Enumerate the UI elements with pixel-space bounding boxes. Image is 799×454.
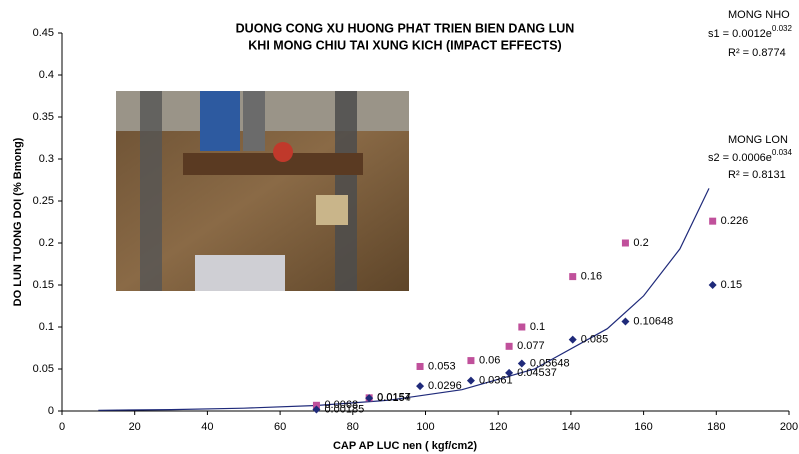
chart-title: KHI MONG CHIU TAI XUNG KICH (IMPACT EFFE…: [248, 38, 561, 52]
x-tick-label: 0: [59, 421, 65, 433]
chart-title: DUONG CONG XU HUONG PHAT TRIEN BIEN DANG…: [236, 21, 575, 35]
data-label: 0.085: [581, 334, 609, 346]
data-label: 0.15: [721, 279, 742, 291]
y-tick-label: 0.1: [39, 321, 54, 333]
data-label: 0.226: [721, 215, 749, 227]
y-tick-label: 0.45: [33, 27, 54, 39]
x-tick-label: 40: [201, 421, 213, 433]
data-label: 0.077: [517, 340, 545, 352]
annotation-exponent: 0.034: [772, 148, 793, 157]
y-tick-label: 0.35: [33, 111, 54, 123]
annotation-r2: R² = 0.8131: [728, 169, 786, 181]
point: [621, 318, 629, 326]
annotation-exponent: 0.032: [772, 24, 793, 33]
x-tick-label: 100: [416, 421, 434, 433]
point: [467, 377, 475, 385]
point: [416, 382, 424, 390]
y-tick-label: 0.3: [39, 153, 54, 165]
data-label: 0.2: [633, 237, 648, 249]
data-label: 0.0361: [479, 375, 513, 387]
x-tick-label: 160: [634, 421, 652, 433]
y-tick-label: 0.25: [33, 195, 54, 207]
y-tick-label: 0.2: [39, 237, 54, 249]
x-tick-label: 200: [780, 421, 798, 433]
x-tick-label: 120: [489, 421, 507, 433]
x-tick-label: 60: [274, 421, 286, 433]
x-tick-label: 20: [129, 421, 141, 433]
annotation: MONG NHO: [728, 9, 790, 21]
y-tick-label: 0: [48, 405, 54, 417]
point: [709, 281, 717, 289]
point: [417, 363, 424, 370]
data-label: 0.16: [581, 271, 602, 283]
y-tick-label: 0.4: [39, 69, 54, 81]
point: [518, 324, 525, 331]
data-label: 0.06: [479, 355, 500, 367]
y-axis-label: DO LUN TUONG DOI (% Bmong): [12, 137, 24, 306]
annotation: MONG LON: [728, 134, 788, 146]
photo: [116, 91, 409, 291]
x-tick-label: 140: [562, 421, 580, 433]
point: [569, 273, 576, 280]
page: {"chart_data": {"type": "scatter", "titl…: [0, 0, 799, 454]
x-tick-label: 180: [707, 421, 725, 433]
annotation-equation: s2 = 0.0006e: [708, 152, 772, 164]
point: [467, 357, 474, 364]
y-tick-label: 0.05: [33, 363, 54, 375]
point: [709, 218, 716, 225]
point: [569, 336, 577, 344]
data-label: 0.05648: [530, 357, 570, 369]
y-tick-label: 0.15: [33, 279, 54, 291]
point: [622, 240, 629, 247]
annotation-r2: R² = 0.8774: [728, 47, 786, 59]
chart: DUONG CONG XU HUONG PHAT TRIEN BIEN DANG…: [0, 0, 799, 454]
point: [506, 343, 513, 350]
annotation-equation: s1 = 0.0012e: [708, 28, 772, 40]
data-label: 0.10648: [633, 315, 673, 327]
data-label: 0.00185: [324, 403, 364, 415]
data-label: 0.0154: [377, 392, 411, 404]
data-label: 0.1: [530, 321, 545, 333]
x-axis-label: CAP AP LUC nen ( kgf/cm2): [333, 440, 477, 452]
data-label: 0.0296: [428, 380, 462, 392]
data-label: 0.053: [428, 360, 456, 372]
x-tick-label: 80: [347, 421, 359, 433]
